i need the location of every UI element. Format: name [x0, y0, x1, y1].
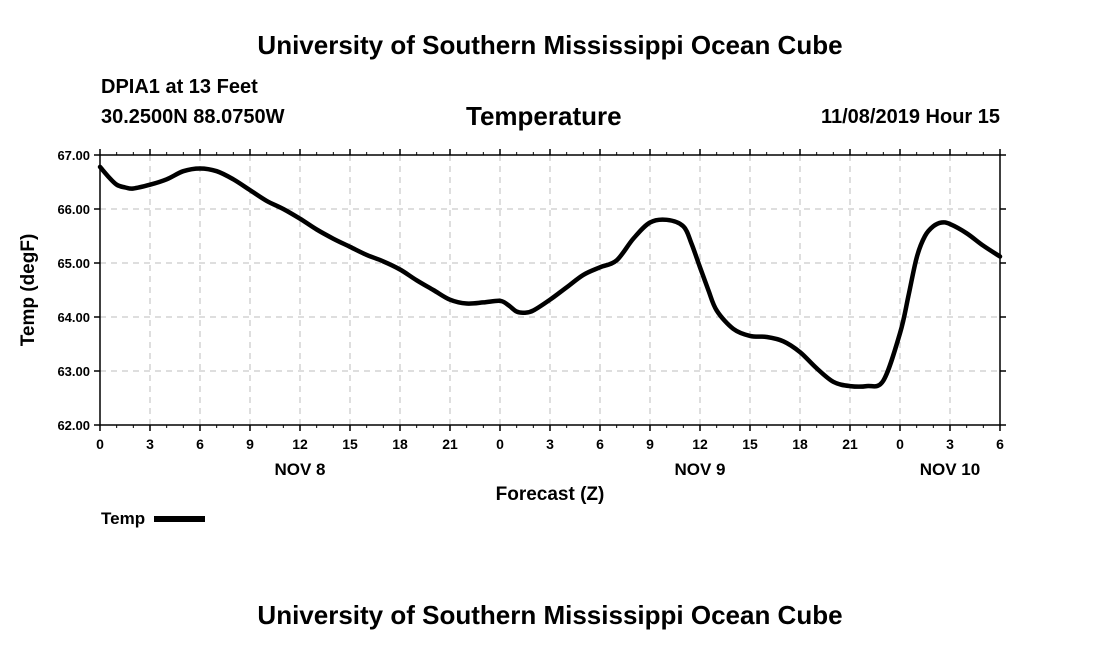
legend: Temp — [101, 509, 206, 529]
temp-series-line — [97, 164, 1003, 389]
x-tick-label: 21 — [442, 436, 458, 452]
axis-labels: 62.00 63.00 64.00 65.00 66.00 67.00 0 3 6 9 12 15 18… — [57, 148, 1004, 479]
x-tick-label: 0 — [496, 436, 504, 452]
x-tick-label: 3 — [146, 436, 154, 452]
x-tick-label: 9 — [646, 436, 654, 452]
y-tick-label: 64.00 — [57, 310, 90, 325]
chart-title: Temperature — [466, 101, 622, 131]
y-tick-label: 67.00 — [57, 148, 90, 163]
x-tick-label: 18 — [392, 436, 408, 452]
x-tick-label: 3 — [946, 436, 954, 452]
legend-label: Temp — [101, 509, 146, 528]
x-tick-label: 6 — [996, 436, 1004, 452]
x-axis-title: Forecast (Z) — [496, 484, 605, 505]
x-tick-label: 3 — [546, 436, 554, 452]
y-tick-label: 62.00 — [57, 418, 90, 433]
day-label: NOV 10 — [920, 460, 980, 479]
coordinates-label: 30.2500N 88.0750W — [101, 106, 285, 128]
y-axis-title: Temp (degF) — [18, 234, 39, 347]
axis-ticks — [94, 149, 1006, 431]
day-label: NOV 8 — [274, 460, 325, 479]
y-tick-label: 66.00 — [57, 202, 90, 217]
x-tick-label: 21 — [842, 436, 858, 452]
grid — [100, 155, 1000, 425]
y-tick-label: 65.00 — [57, 256, 90, 271]
x-tick-label: 12 — [292, 436, 308, 452]
page-title: University of Southern Mississippi Ocean… — [257, 30, 843, 60]
footer-title: University of Southern Mississippi Ocean… — [257, 600, 843, 630]
x-tick-label: 18 — [792, 436, 808, 452]
timestamp-label: 11/08/2019 Hour 15 — [820, 106, 1000, 128]
x-tick-label: 9 — [246, 436, 254, 452]
x-tick-label: 15 — [742, 436, 758, 452]
x-tick-label: 12 — [692, 436, 708, 452]
x-tick-label: 0 — [96, 436, 104, 452]
x-tick-label: 15 — [342, 436, 358, 452]
x-tick-label: 0 — [896, 436, 904, 452]
station-label: DPIA1 at 13 Feet — [101, 76, 258, 98]
x-tick-label: 6 — [196, 436, 204, 452]
y-tick-label: 63.00 — [57, 364, 90, 379]
day-label: NOV 9 — [674, 460, 725, 479]
x-tick-label: 6 — [596, 436, 604, 452]
legend-line-swatch — [154, 516, 206, 522]
